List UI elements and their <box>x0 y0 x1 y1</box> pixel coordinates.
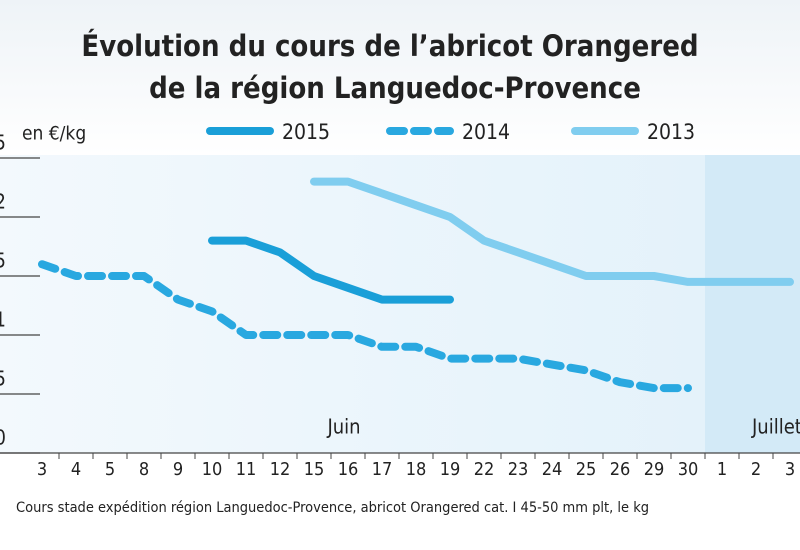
x-tick-label: 8 <box>139 459 149 480</box>
month-label: Juillet <box>751 415 800 439</box>
chart-title: de la région Languedoc-Provence <box>149 71 641 105</box>
x-tick-label: 25 <box>576 459 597 480</box>
x-tick-label: 10 <box>202 459 223 480</box>
chart-title: Évolution du cours de l’abricot Orangere… <box>81 29 698 63</box>
legend-label: 2013 <box>647 120 695 144</box>
july-band <box>705 155 800 453</box>
x-tick-label: 1 <box>717 459 727 480</box>
y-axis-label: en €/kg <box>22 123 86 145</box>
x-tick-label: 23 <box>508 459 529 480</box>
x-tick-label: 18 <box>406 459 427 480</box>
x-tick-label: 17 <box>372 459 393 480</box>
x-tick-label: 5 <box>105 459 115 480</box>
y-tick-label: 1,5 <box>0 249 6 273</box>
legend-label: 2014 <box>462 120 510 144</box>
series-line <box>208 236 454 304</box>
series-line <box>310 177 794 286</box>
y-tick-label: 0 <box>0 426 6 450</box>
x-tick-label: 3 <box>785 459 795 480</box>
y-tick-label: 0,5 <box>0 367 6 391</box>
x-tick-label: 9 <box>173 459 183 480</box>
legend-label: 2015 <box>282 120 330 144</box>
x-tick-label: 15 <box>304 459 325 480</box>
x-tick-label: 4 <box>71 459 81 480</box>
x-tick-label: 19 <box>440 459 461 480</box>
x-tick-label: 2 <box>751 459 761 480</box>
x-tick-label: 22 <box>474 459 495 480</box>
x-tick-label: 3 <box>37 459 47 480</box>
x-tick-label: 26 <box>610 459 631 480</box>
y-tick-label: 1 <box>0 308 6 332</box>
plot-bg <box>0 155 800 453</box>
x-tick-label: 16 <box>338 459 359 480</box>
footnote: Cours stade expédition région Languedoc-… <box>16 500 649 516</box>
x-tick-label: 29 <box>644 459 665 480</box>
x-tick-label: 11 <box>236 459 257 480</box>
x-tick-label: 24 <box>542 459 563 480</box>
y-tick-label: 2 <box>0 190 6 214</box>
y-tick-label: 2,5 <box>0 131 6 155</box>
x-tick-label: 30 <box>678 459 699 480</box>
series-line <box>38 260 692 393</box>
month-label: Juin <box>326 415 360 439</box>
x-tick-label: 12 <box>270 459 291 480</box>
